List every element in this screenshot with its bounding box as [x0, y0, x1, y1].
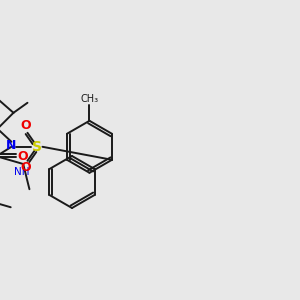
Text: O: O — [17, 150, 28, 163]
Text: CH₃: CH₃ — [80, 94, 98, 104]
Text: S: S — [32, 140, 43, 154]
Text: O: O — [20, 119, 31, 132]
Text: NH: NH — [14, 167, 30, 177]
Text: N: N — [6, 139, 17, 152]
Text: O: O — [20, 161, 31, 174]
